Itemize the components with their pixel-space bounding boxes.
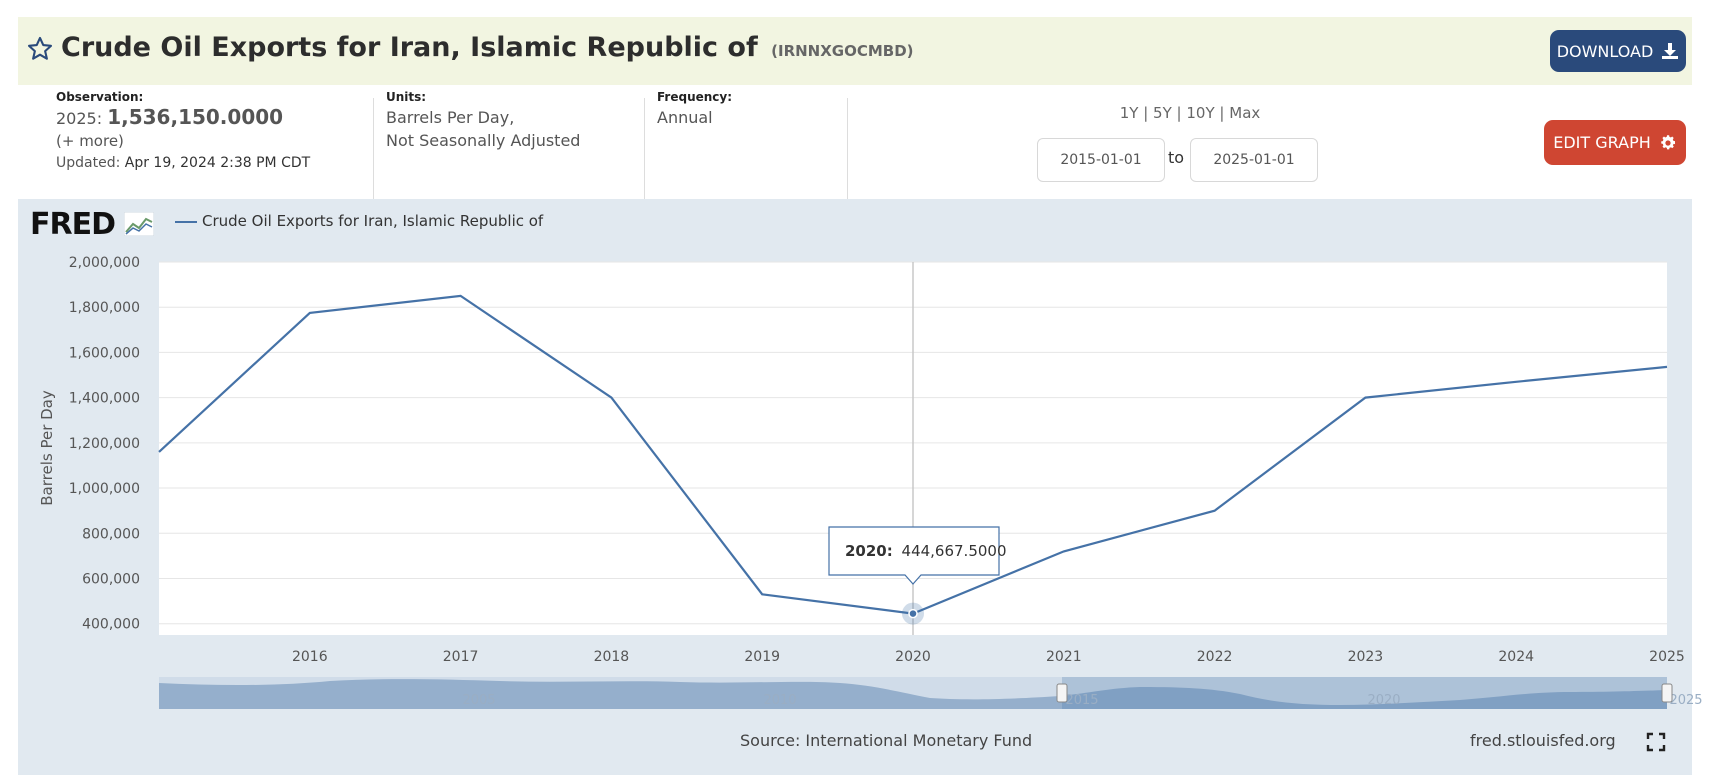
series-title: Crude Oil Exports for Iran, Islamic Repu…	[61, 32, 758, 63]
range-sep: |	[1143, 104, 1149, 122]
more-link[interactable]: (+ more)	[56, 132, 124, 150]
updated-value: Apr 19, 2024 2:38 PM CDT	[124, 155, 311, 171]
fred-logo-text: FRED	[30, 207, 116, 242]
chart-area: FRED Crude Oil Exports for Iran, Islamic…	[18, 199, 1692, 775]
observation-block: Observation: 2025: 1,536,150.0000 (+ mor…	[56, 90, 310, 198]
gear-icon	[1661, 134, 1675, 149]
fullscreen-icon[interactable]	[1646, 732, 1666, 752]
units-line1: Barrels Per Day,	[386, 108, 515, 127]
range-links: 1Y | 5Y | 10Y | Max	[1100, 104, 1280, 122]
range-1y[interactable]: 1Y	[1119, 104, 1139, 122]
to-label: to	[1168, 148, 1185, 167]
download-icon	[1662, 43, 1679, 59]
fred-logo-graph-icon	[123, 211, 155, 237]
range-sep: |	[1176, 104, 1182, 122]
updated-label: Updated:	[56, 155, 121, 171]
fred-logo: FRED	[30, 207, 155, 242]
title-bar: Crude Oil Exports for Iran, Islamic Repu…	[18, 17, 1692, 85]
observation-line: 2025: 1,536,150.0000	[56, 106, 310, 130]
observation-year: 2025:	[56, 109, 103, 128]
divider	[373, 98, 374, 200]
end-date-input[interactable]: 2025-01-01	[1190, 138, 1318, 182]
page-title: Crude Oil Exports for Iran, Islamic Repu…	[61, 32, 914, 63]
updated-line: Updated: Apr 19, 2024 2:38 PM CDT	[56, 155, 310, 171]
fred-url[interactable]: fred.stlouisfed.org	[1470, 731, 1616, 750]
series-id: (IRNNXGOCMBD)	[771, 42, 914, 60]
observation-value: 1,536,150.0000	[107, 105, 284, 129]
units-line2: Not Seasonally Adjusted	[386, 131, 581, 150]
edit-graph-label: EDIT GRAPH	[1553, 133, 1651, 152]
top-border	[0, 0, 1710, 8]
star-icon[interactable]	[26, 35, 54, 63]
edit-graph-button[interactable]: EDIT GRAPH	[1544, 120, 1686, 165]
divider	[847, 98, 848, 200]
frequency-block: Frequency: Annual	[657, 90, 732, 198]
units-label: Units:	[386, 90, 427, 104]
download-label: DOWNLOAD	[1556, 41, 1654, 61]
range-sep: |	[1219, 104, 1225, 122]
range-max[interactable]: Max	[1229, 104, 1261, 122]
frequency-label: Frequency:	[657, 90, 733, 104]
start-date-input[interactable]: 2015-01-01	[1037, 138, 1165, 182]
observation-label: Observation:	[56, 90, 144, 104]
legend-swatch	[175, 221, 197, 223]
legend-label[interactable]: Crude Oil Exports for Iran, Islamic Repu…	[202, 212, 544, 230]
range-5y[interactable]: 5Y	[1153, 104, 1172, 122]
units-block: Units: Barrels Per Day, Not Seasonally A…	[386, 90, 580, 198]
divider	[644, 98, 645, 200]
source-note: Source: International Monetary Fund	[740, 731, 1033, 750]
download-button[interactable]: DOWNLOAD	[1550, 30, 1686, 72]
range-10y[interactable]: 10Y	[1186, 104, 1215, 122]
frequency-value: Annual	[657, 108, 713, 127]
